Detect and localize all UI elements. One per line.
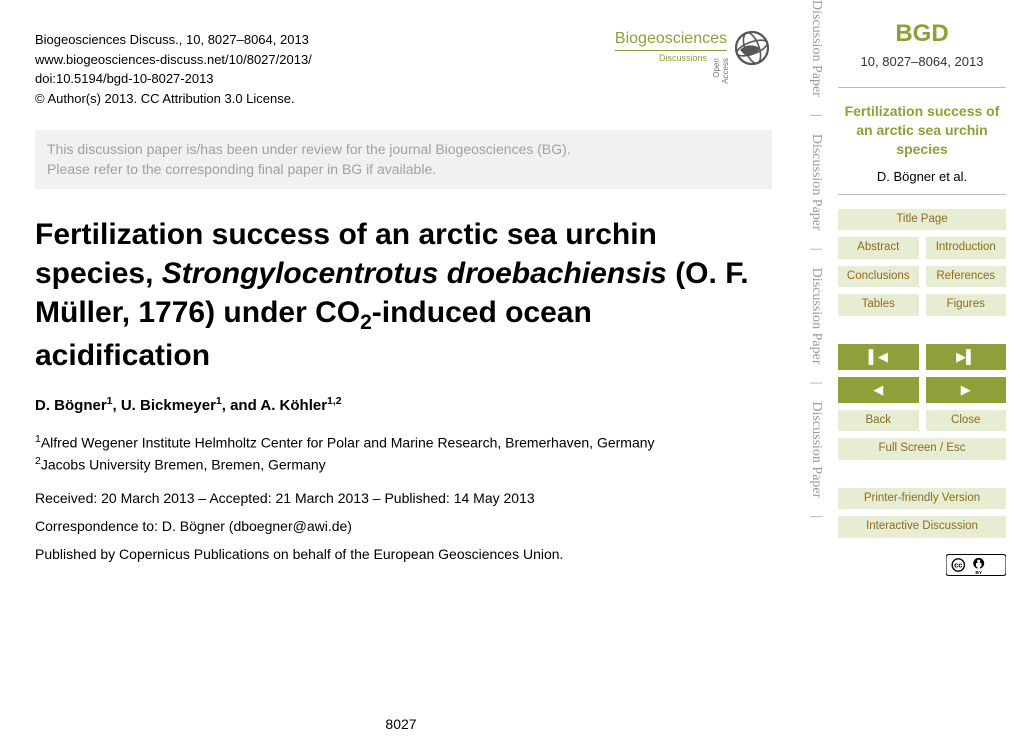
- spine-section: Discussion Paper: [809, 134, 824, 231]
- meta-line: © Author(s) 2013. CC Attribution 3.0 Lic…: [35, 89, 312, 109]
- svg-text:cc: cc: [954, 560, 962, 569]
- sidebar: BGD 10, 8027–8064, 2013 Fertilization su…: [830, 0, 1020, 750]
- author-list: D. Bögner1, U. Bickmeyer1, and A. Köhler…: [35, 395, 772, 414]
- conclusions-button[interactable]: Conclusions: [838, 266, 919, 288]
- spine-section: Discussion Paper: [809, 0, 824, 97]
- fullscreen-button[interactable]: Full Screen / Esc: [838, 438, 1006, 460]
- correspondence: Correspondence to: D. Bögner (dboegner@a…: [35, 518, 772, 534]
- next-page-button[interactable]: ▶: [926, 377, 1007, 403]
- journal-globe-icon: [732, 28, 772, 68]
- spine-separator: |: [808, 100, 824, 130]
- main-column: Biogeosciences Discuss., 10, 8027–8064, …: [0, 0, 802, 750]
- close-button[interactable]: Close: [926, 410, 1007, 432]
- open-access-label: Open Access: [712, 58, 730, 84]
- fastforward-icon: ▶▌: [956, 349, 975, 364]
- notice-line: This discussion paper is/has been under …: [47, 140, 760, 160]
- publisher-line: Published by Copernicus Publications on …: [35, 546, 772, 562]
- spine-labels: Discussion Paper | Discussion Paper | Di…: [808, 0, 824, 532]
- journal-subtitle: Discussions: [615, 53, 727, 63]
- spine-separator: |: [808, 502, 824, 532]
- spine-column: Discussion Paper | Discussion Paper | Di…: [802, 0, 830, 750]
- references-button[interactable]: References: [926, 266, 1007, 288]
- journal-logo-block: Biogeosciences Discussions Open Access: [615, 30, 772, 63]
- spine-separator: |: [808, 234, 824, 264]
- affiliations: 1Alfred Wegener Institute Helmholtz Cent…: [35, 432, 772, 475]
- svg-text:BY: BY: [975, 570, 982, 576]
- sidebar-authors: D. Bögner et al.: [838, 169, 1006, 184]
- last-page-button[interactable]: ▶▌: [926, 344, 1007, 370]
- meta-line: www.biogeosciences-discuss.net/10/8027/2…: [35, 50, 312, 70]
- spine-separator: |: [808, 368, 824, 398]
- triangle-right-icon: ▶: [961, 382, 971, 397]
- triangle-left-icon: ◀: [873, 382, 883, 397]
- divider: [838, 87, 1006, 88]
- page-number: 8027: [0, 716, 802, 732]
- figures-button[interactable]: Figures: [926, 294, 1007, 316]
- title-subscript: 2: [360, 311, 372, 334]
- back-button[interactable]: Back: [838, 410, 919, 432]
- meta-line: doi:10.5194/bgd-10-8027-2013: [35, 69, 312, 89]
- cc-license-badge[interactable]: cc BY: [838, 554, 1006, 579]
- paper-title: Fertilization success of an arctic sea u…: [35, 215, 772, 375]
- journal-name[interactable]: Biogeosciences: [615, 30, 727, 51]
- spine-section: Discussion Paper: [809, 268, 824, 365]
- spine-section: Discussion Paper: [809, 401, 824, 498]
- first-page-button[interactable]: ▌◀: [838, 344, 919, 370]
- sidebar-journal-abbrev: BGD: [838, 20, 1006, 48]
- sidebar-title: Fertilization success of an arctic sea u…: [838, 102, 1006, 159]
- meta-line: Biogeosciences Discuss., 10, 8027–8064, …: [35, 30, 312, 50]
- abstract-button[interactable]: Abstract: [838, 237, 919, 259]
- citation-meta: Biogeosciences Discuss., 10, 8027–8064, …: [35, 30, 312, 108]
- nav-spacer: [838, 323, 1006, 337]
- title-species: Strongylocentrotus droebachiensis: [162, 257, 667, 290]
- date-line: Received: 20 March 2013 – Accepted: 21 M…: [35, 490, 772, 506]
- prev-page-button[interactable]: ◀: [838, 377, 919, 403]
- tables-button[interactable]: Tables: [838, 294, 919, 316]
- printer-friendly-button[interactable]: Printer-friendly Version: [838, 488, 1006, 510]
- rewind-icon: ▌◀: [869, 349, 888, 364]
- nav-spacer: [838, 467, 1006, 481]
- divider: [838, 194, 1006, 195]
- title-page-button[interactable]: Title Page: [838, 209, 1006, 231]
- introduction-button[interactable]: Introduction: [926, 237, 1007, 259]
- header-block: Biogeosciences Discuss., 10, 8027–8064, …: [35, 30, 772, 108]
- notice-line: Please refer to the corresponding final …: [47, 160, 760, 180]
- sidebar-issue: 10, 8027–8064, 2013: [838, 54, 1006, 69]
- interactive-discussion-button[interactable]: Interactive Discussion: [838, 516, 1006, 538]
- review-notice: This discussion paper is/has been under …: [35, 130, 772, 189]
- cc-by-icon: cc BY: [946, 554, 1006, 576]
- nav-grid: Title Page Abstract Introduction Conclus…: [838, 209, 1006, 538]
